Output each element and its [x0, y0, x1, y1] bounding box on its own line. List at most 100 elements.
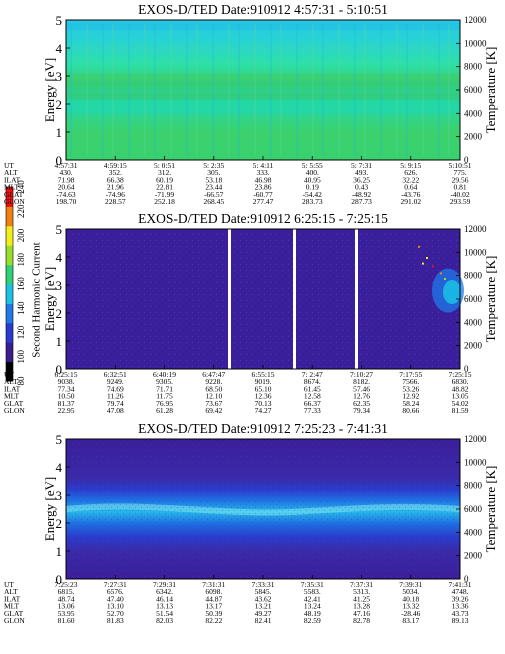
ephemeris-value: 70.13 [255, 399, 272, 408]
colorbar-label: Second Harmonic Current [31, 242, 43, 357]
ephemeris-value: -71.99 [155, 190, 175, 199]
ephemeris-value: 46.14 [156, 594, 173, 603]
panel-3: EXOS-D/TED Date:910912 7:25:23 - 7:41:31… [4, 421, 498, 625]
ephemeris-value: 7:39:31 [399, 580, 422, 589]
chart-title: EXOS-D/TED Date:910912 6:25:15 - 7:25:15 [138, 211, 388, 226]
ephemeris-value: 82.22 [205, 616, 222, 625]
y-right-tick-label: 10000 [464, 38, 487, 48]
ephemeris-value: 23.86 [255, 183, 272, 192]
spectrogram-streak [364, 24, 366, 156]
y-tick-label: 5 [56, 432, 63, 447]
ephemeris-value: 493. [355, 168, 368, 177]
ephemeris-value: 7566. [402, 377, 419, 386]
y-axis-label: Energy [eV] [42, 58, 57, 122]
ephemeris-label: ILAT [4, 384, 21, 393]
spectrogram-band [66, 92, 460, 100]
y-right-tick-label: 4000 [464, 527, 483, 537]
ephemeris-label: UT [4, 580, 14, 589]
y-tick-label: 1 [56, 334, 63, 349]
y-right-tick-label: 0 [464, 155, 469, 165]
spectrogram-streak [238, 24, 240, 156]
ephemeris-value: 400. [306, 168, 319, 177]
ephemeris-value: 6:40:19 [153, 370, 176, 379]
colorbar-swatch [6, 225, 13, 246]
plasma-enhancement-core [443, 280, 461, 304]
ephemeris-value: -48.92 [352, 190, 372, 199]
ephemeris-value: 5034. [402, 587, 419, 596]
ephemeris-value: 5: 4:11 [253, 161, 274, 170]
y-axis-label: Energy [eV] [42, 477, 57, 541]
ephemeris-value: 44.87 [205, 594, 222, 603]
y-right-tick-label: 4000 [464, 317, 483, 327]
colorbar-tick-label: 240 [16, 180, 26, 194]
ephemeris-value: 53.95 [58, 609, 75, 618]
ephemeris-value: 12.76 [353, 392, 370, 401]
ephemeris-value: 61.28 [156, 406, 173, 415]
spectrogram-streak [396, 24, 398, 156]
ephemeris-value: 66.38 [107, 175, 124, 184]
y-right-tick-label: 12000 [464, 15, 487, 25]
ephemeris-value: 5:10:51 [449, 161, 472, 170]
spectrogram-streak [406, 24, 408, 156]
ephemeris-value: 68.50 [205, 384, 222, 393]
hot-pixel [440, 272, 442, 275]
colorbar-tick-label: 120 [16, 325, 26, 339]
spectrogram-streak [380, 24, 382, 156]
ephemeris-value: 74.27 [255, 406, 272, 415]
hot-pixel [444, 278, 446, 280]
ephemeris-value: 228.57 [105, 197, 126, 206]
ephemeris-value: 80.66 [402, 406, 419, 415]
y-right-tick-label: 0 [464, 574, 469, 584]
colorbar-swatch [6, 342, 13, 363]
ephemeris-value: 12.58 [304, 392, 321, 401]
ephemeris-value: 83.17 [402, 616, 419, 625]
ephemeris-label: MLT [4, 392, 20, 401]
ephemeris-value: 57.46 [353, 384, 370, 393]
ephemeris-value: 48.19 [304, 609, 321, 618]
y-tick-label: 4 [56, 250, 63, 265]
ephemeris-value: 76.95 [156, 399, 173, 408]
ephemeris-value: 283.73 [302, 197, 323, 206]
y-tick-label: 2 [56, 516, 63, 531]
ephemeris-value: 11.26 [107, 392, 124, 401]
data-gap [293, 229, 296, 369]
y-right-tick-label: 12000 [464, 434, 487, 444]
y-tick-label: 2 [56, 97, 63, 112]
ephemeris-value: 13.28 [353, 602, 370, 611]
ephemeris-value: -60.77 [253, 190, 273, 199]
spectrogram-streak [270, 24, 272, 156]
spectrogram-streak [422, 24, 424, 156]
ephemeris-value: 74.69 [107, 384, 124, 393]
ephemeris-value: 49.27 [255, 609, 272, 618]
y-right-tick-label: 8000 [464, 271, 483, 281]
spectrogram-streak [438, 24, 440, 156]
ephemeris-value: 5: 9:15 [400, 161, 421, 170]
ephemeris-value: 81.83 [107, 616, 124, 625]
colorbar-swatch [6, 264, 13, 285]
ephemeris-value: 20.64 [58, 183, 75, 192]
ephemeris-value: 22.95 [58, 406, 75, 415]
data-gap [355, 229, 358, 369]
ephemeris-value: 305. [207, 168, 220, 177]
spectrogram-streak [112, 24, 114, 156]
colorbar-swatch [6, 206, 13, 227]
ephemeris-value: 21.96 [107, 183, 124, 192]
ephemeris-value: -43.76 [401, 190, 421, 199]
ephemeris-value: 5: 5:55 [302, 161, 323, 170]
ephemeris-value: 430. [59, 168, 72, 177]
spectrogram-streak [312, 24, 314, 156]
ephemeris-label: GLAT [4, 399, 24, 408]
ephemeris-value: 23.44 [205, 183, 222, 192]
y-tick-label: 1 [56, 125, 63, 140]
panel-2: EXOS-D/TED Date:910912 6:25:15 - 7:25:15… [4, 211, 498, 415]
spectrogram-streak [70, 24, 72, 156]
ephemeris-value: 32.22 [402, 175, 419, 184]
ephemeris-value: 268.45 [203, 197, 224, 206]
y-right-tick-label: 10000 [464, 457, 487, 467]
ephemeris-value: 42.41 [304, 594, 321, 603]
y-right-tick-label: 6000 [464, 504, 483, 514]
ephemeris-value: 4:57:31 [55, 161, 78, 170]
ephemeris-value: 9249. [107, 377, 124, 386]
spectrogram-streak [338, 24, 340, 156]
ephemeris-value: 291.02 [400, 197, 421, 206]
